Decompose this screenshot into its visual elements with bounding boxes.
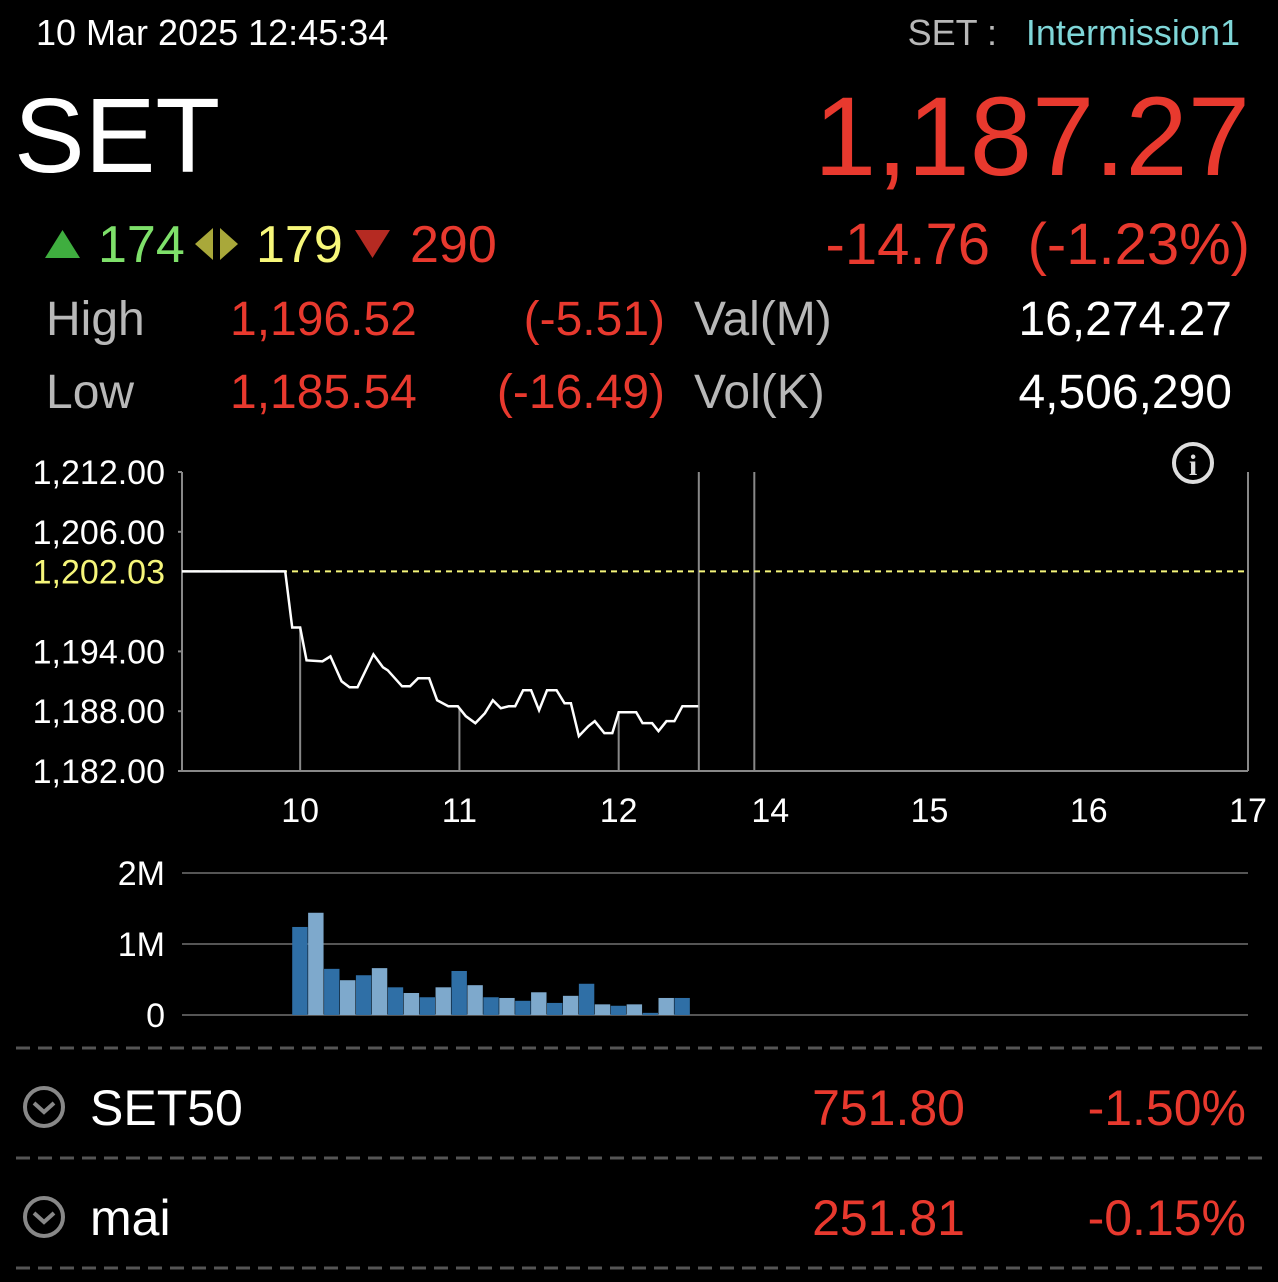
x-tick-label: 14 [751,792,789,830]
x-tick-label: 12 [600,792,638,830]
declines: 290 [410,216,497,274]
volume-bar [324,968,340,1015]
x-tick-label: 15 [911,792,949,830]
status: Intermission1 [1026,12,1240,53]
down-icon [355,230,390,258]
volume-bar [499,997,515,1015]
icon-chevron [32,1101,56,1115]
volume-bar [483,997,499,1015]
volume-bar [658,997,674,1015]
unchanged-icon [195,228,213,260]
index-value: 751.80 [812,1080,965,1136]
market: SET : [908,12,997,53]
stat-label: High [46,293,145,346]
index-name: SET50 [90,1080,243,1136]
y-tick-label: 1,212.00 [33,454,165,492]
y-tick-label: 1,206.00 [33,514,165,552]
y-tick-label: 0 [146,997,165,1035]
datetime: 10 Mar 2025 12:45:34 [36,12,388,53]
stat-diff: (-16.49) [497,366,665,419]
advances: 174 [98,216,185,274]
stat-value: 1,196.52 [230,293,417,346]
stat-value: 4,506,290 [1018,366,1232,419]
y-tick-label: 1,188.00 [33,693,165,731]
index-change: -0.15% [1088,1190,1246,1246]
change-pct: (-1.23%) [1028,212,1250,277]
volume-bar [371,968,388,1015]
charts: 1,212.00 1,206.00 1,194.00 1,188.00 1,182.00… [33,454,1267,1035]
indices: SET50 751.80 -1.50% mai 251.81 -0.15% [16,1046,1262,1270]
volume-bar [626,1004,643,1015]
volume-bar [562,995,579,1015]
index-name: mai [90,1190,171,1246]
y-tick-label: 2M [118,855,165,893]
index-value: 251.81 [812,1190,965,1246]
volume-bar [292,926,308,1015]
x-tick-label: 10 [281,792,319,830]
volume-bar [403,992,420,1015]
volume-bar [355,975,372,1015]
last-price: 1,187.27 [814,74,1250,199]
volume-bar [339,980,356,1015]
y-tick-label: 1,194.00 [33,633,165,671]
volume-bar [594,1004,611,1015]
expand-icon[interactable] [23,1086,65,1128]
volume-bar [308,912,324,1015]
stat-diff: (-5.51) [524,293,665,346]
price-line [182,570,699,739]
index-change: -1.50% [1088,1080,1246,1136]
mask [182,472,699,737]
x-tick-label: 16 [1070,792,1108,830]
volume-bar [515,1000,531,1015]
stat-value: 1,185.54 [230,366,417,419]
icon-circle [23,1086,65,1128]
stat-label: Low [46,366,134,419]
change: -14.76 [826,212,990,277]
volume-bar [610,1005,627,1015]
volume-bar [419,997,436,1015]
expand-icon[interactable] [23,1196,65,1238]
index-name: SET [14,77,220,195]
icon-chevron [32,1211,56,1225]
y-tick-label: 1M [118,926,165,964]
volume-bar [547,1002,563,1015]
volume-bar [674,997,690,1015]
up-icon [45,230,80,258]
volume-bar [467,985,483,1015]
volume-bar [642,1012,658,1015]
x-tick-label: 11 [442,792,477,830]
stat-label: Val(M) [694,293,832,346]
info-icon[interactable] [1172,442,1214,484]
volume-bar [451,970,467,1015]
unchanged: 179 [256,216,343,274]
stats: High 1,196.52 (-5.51) Val(M) 16,274.27 Low 1,1… [46,293,1232,419]
unchanged-icon [220,228,238,260]
stat-label: Vol(K) [694,366,825,419]
stat-value: 16,274.27 [1018,293,1232,346]
info-glyph: i [1189,449,1197,482]
icon-circle [23,1196,65,1238]
y-tick-label: 1,182.00 [33,753,165,791]
x-tick-label: 17 [1229,792,1267,830]
volume-bar [387,987,404,1015]
volume-bar [531,992,547,1015]
volume-bar [578,983,595,1015]
reference-label: 1,202.03 [33,553,165,591]
volume-bar [435,987,451,1015]
